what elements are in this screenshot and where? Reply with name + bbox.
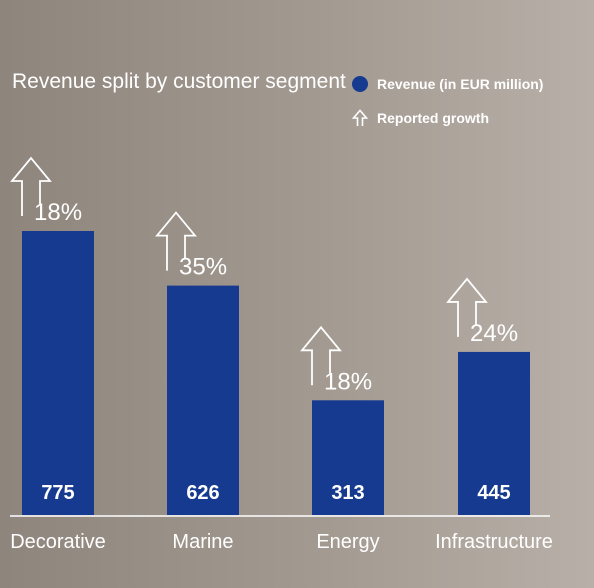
bar-value-label: 445: [477, 482, 510, 504]
bar-energy: [312, 400, 384, 515]
circle-icon: [352, 75, 368, 92]
chart-title-text: Revenue split by customer segment: [12, 70, 346, 93]
chart-title: Revenue split by customer segment: [12, 68, 346, 96]
growth-arrow-icon: [300, 325, 342, 386]
bar-value-label: 775: [41, 482, 74, 504]
bar-infrastructure: [458, 351, 530, 515]
legend-label-revenue: Revenue (in EUR million): [377, 75, 544, 92]
growth-label: 24%: [470, 320, 518, 347]
legend-label-growth: Reported growth: [377, 109, 489, 126]
bar-value-label: 313: [331, 482, 364, 504]
growth-label: 18%: [324, 368, 372, 395]
category-label: Decorative: [10, 531, 106, 553]
bar-marine: [167, 285, 239, 515]
growth-label: 18%: [34, 199, 82, 226]
category-label: Infrastructure: [435, 531, 553, 553]
growth-arrow-icon: [446, 277, 488, 337]
up-arrow-icon: [352, 108, 368, 126]
bar-value-label: 626: [186, 482, 219, 504]
category-label: Energy: [316, 531, 379, 553]
growth-arrow-icon: [10, 156, 52, 216]
growth-label: 35%: [179, 254, 227, 281]
legend: Revenue (in EUR million) Reported growth: [352, 72, 543, 140]
growth-arrow-icon: [155, 211, 197, 271]
bar-decorative: [22, 231, 94, 515]
legend-item-growth: Reported growth: [352, 106, 543, 129]
category-label: Marine: [172, 531, 233, 553]
legend-item-revenue: Revenue (in EUR million): [352, 72, 543, 95]
